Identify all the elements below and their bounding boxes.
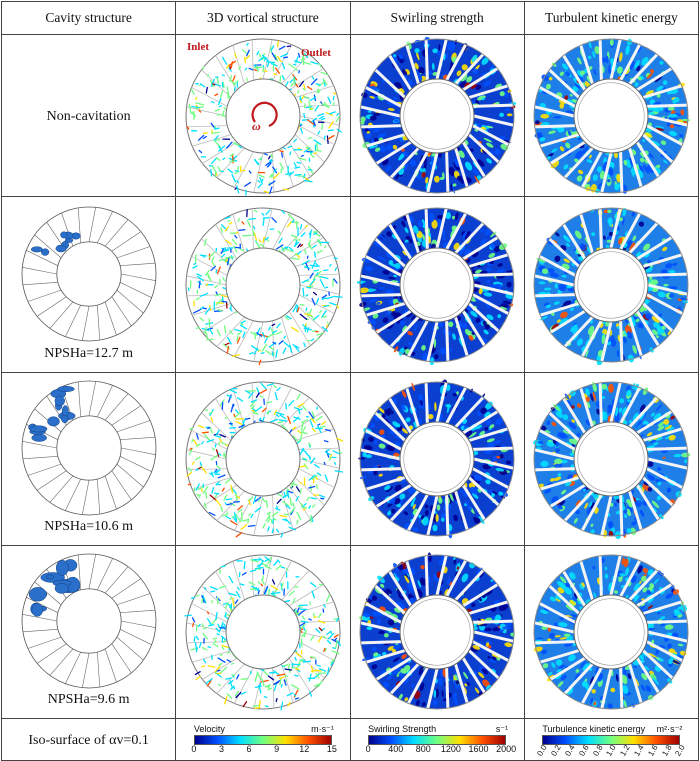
swirl-plot-2 xyxy=(358,379,515,539)
cell-r2-c1 xyxy=(175,372,351,546)
velocity-colorbar: Velocity m·s⁻¹ 0 3 6 9 12 15 xyxy=(188,723,338,757)
cell-r3-c1 xyxy=(175,545,351,719)
row-npsha-9-6: NPSHa=9.6 m xyxy=(0,545,700,719)
colorbar-tick-label: 1200 xyxy=(440,743,461,754)
tke-colorbar-unit: m²·s⁻² xyxy=(656,723,683,734)
colorbar-tick-label: 12 xyxy=(299,743,310,754)
header-swirling: Swirling strength xyxy=(349,1,525,35)
colorbar-tick-label: 1.6 xyxy=(646,742,660,758)
caption-npsha-10-6: NPSHa=10.6 m xyxy=(44,519,134,534)
velocity-colorbar-ticks: 0 3 6 9 12 15 xyxy=(191,743,337,756)
cell-colorbar-swirling: Swirling Strength s⁻¹ 0 400 800 1200 1600 2000 xyxy=(349,718,525,761)
colorbar-tick-label: 0.8 xyxy=(590,742,605,758)
vortex-plot-3 xyxy=(184,554,341,711)
tke-colorbar: Turbulence kinetic energy m²·s⁻² 0.0 0.2 0.4… xyxy=(536,723,687,758)
row-label-non-cavitation: Non-cavitation xyxy=(46,108,131,124)
cell-colorbar-tke: Turbulence kinetic energy m²·s⁻² 0.0 0.2 0.4… xyxy=(523,718,700,761)
inlet-label: Inlet xyxy=(187,41,209,53)
velocity-colorbar-unit: m·s⁻¹ xyxy=(311,723,334,734)
colorbar-tick-label: 15 xyxy=(326,743,337,754)
colorbar-tick-label: 1.2 xyxy=(618,742,632,758)
cell-r0-c0: Non-cavitation xyxy=(0,34,177,197)
colorbar-tick-label: 400 xyxy=(388,743,404,754)
colorbar-tick-label: 3 xyxy=(218,743,224,754)
row-npsha-10-6: NPSHa=10.6 m xyxy=(0,372,700,546)
tke-plot-0 xyxy=(533,38,691,194)
velocity-colorbar-title: Velocity xyxy=(193,723,225,734)
cavity-plot-1 xyxy=(21,206,157,341)
tke-plot-2 xyxy=(533,381,691,539)
cell-r0-c3 xyxy=(523,34,700,197)
cell-r0-c2 xyxy=(349,34,525,197)
header-vortical: 3D vortical structure xyxy=(175,1,351,35)
colorbar-tick-label: 1600 xyxy=(468,743,489,754)
iso-surface-label: Iso-surface of αv=0.1 xyxy=(28,732,149,748)
cell-r1-c0: NPSHa=12.7 m xyxy=(0,196,177,373)
colorbar-tick-label: 0.0 xyxy=(535,742,550,758)
cell-r1-c2 xyxy=(349,196,525,373)
cell-r2-c0: NPSHa=10.6 m xyxy=(0,372,177,546)
swirling-colorbar-unit: s⁻¹ xyxy=(495,723,509,734)
cell-colorbar-velocity: Velocity m·s⁻¹ 0 3 6 9 12 15 xyxy=(175,718,351,761)
omega-label: ω xyxy=(252,119,261,133)
vortex-plot-1 xyxy=(185,207,343,365)
colorbar-tick-label: 2.0 xyxy=(673,742,688,758)
swirling-colorbar-ticks: 0 400 800 1200 1600 2000 xyxy=(365,743,517,756)
tke-colorbar-gradient xyxy=(542,734,681,745)
header-row: Cavity structure 3D vortical structure S… xyxy=(0,1,700,35)
cell-r1-c1 xyxy=(175,196,351,373)
colorbar-tick-label: 0.4 xyxy=(563,742,577,758)
tke-plot-3 xyxy=(533,554,689,710)
colorbar-tick-label: 1.0 xyxy=(604,742,619,758)
row-non-cavitation: Non-cavitation Inlet Outlet ω xyxy=(0,34,700,197)
header-cavity: Cavity structure xyxy=(0,1,177,35)
velocity-colorbar-gradient xyxy=(193,734,332,745)
colorbar-tick-label: 1.4 xyxy=(632,742,646,758)
tke-colorbar-title: Turbulence kinetic energy xyxy=(542,723,646,734)
colorbar-tick-label: 1.8 xyxy=(659,742,674,758)
cell-r0-c1: Inlet Outlet ω xyxy=(175,34,351,197)
header-tke: Turbulent kinetic energy xyxy=(523,1,700,35)
vortex-plot-2 xyxy=(185,381,343,538)
colorbar-tick-label: 0 xyxy=(191,743,197,754)
swirl-plot-1 xyxy=(357,207,515,365)
caption-npsha-12-7: NPSHa=12.7 m xyxy=(44,346,134,361)
colorbar-tick-label: 800 xyxy=(415,743,431,754)
cell-footer-label: Iso-surface of αv=0.1 xyxy=(0,718,177,761)
swirl-plot-0 xyxy=(359,36,517,193)
vortex-plot-0: Inlet Outlet ω xyxy=(185,38,342,196)
cell-r3-c3 xyxy=(523,545,700,719)
colorbar-tick-label: 0.2 xyxy=(549,742,563,758)
rotation-arrow-icon xyxy=(251,101,278,127)
outlet-label: Outlet xyxy=(301,47,331,59)
cell-r2-c3 xyxy=(523,372,700,546)
colorbar-tick-label: 6 xyxy=(246,743,252,754)
cavity-plot-3 xyxy=(21,553,157,689)
cell-r3-c0: NPSHa=9.6 m xyxy=(0,545,177,719)
cell-r2-c2 xyxy=(349,372,525,546)
cell-r1-c3 xyxy=(523,196,700,373)
cell-r3-c2 xyxy=(349,545,525,719)
legend-row: Iso-surface of αv=0.1 Velocity m·s⁻¹ 0 3 6 9 1… xyxy=(0,718,700,761)
tke-colorbar-ticks: 0.0 0.2 0.4 0.6 0.8 1.0 1.2 1.4 1.6 1.8 2.0 xyxy=(536,742,687,758)
caption-npsha-9-6: NPSHa=9.6 m xyxy=(47,692,130,707)
swirling-colorbar: Swirling Strength s⁻¹ 0 400 800 1200 1600 2000 xyxy=(362,723,517,757)
swirling-colorbar-gradient xyxy=(368,734,507,745)
tke-plot-1 xyxy=(533,207,689,365)
colorbar-tick-label: 9 xyxy=(274,743,280,754)
swirl-plot-3 xyxy=(358,552,516,710)
row-npsha-12-7: NPSHa=12.7 m xyxy=(0,196,700,373)
cavity-plot-2 xyxy=(21,380,157,516)
colorbar-tick-label: 0.6 xyxy=(577,742,591,758)
colorbar-tick-label: 2000 xyxy=(496,743,517,754)
swirling-colorbar-title: Swirling Strength xyxy=(368,723,437,734)
colorbar-tick-label: 0 xyxy=(365,743,371,754)
